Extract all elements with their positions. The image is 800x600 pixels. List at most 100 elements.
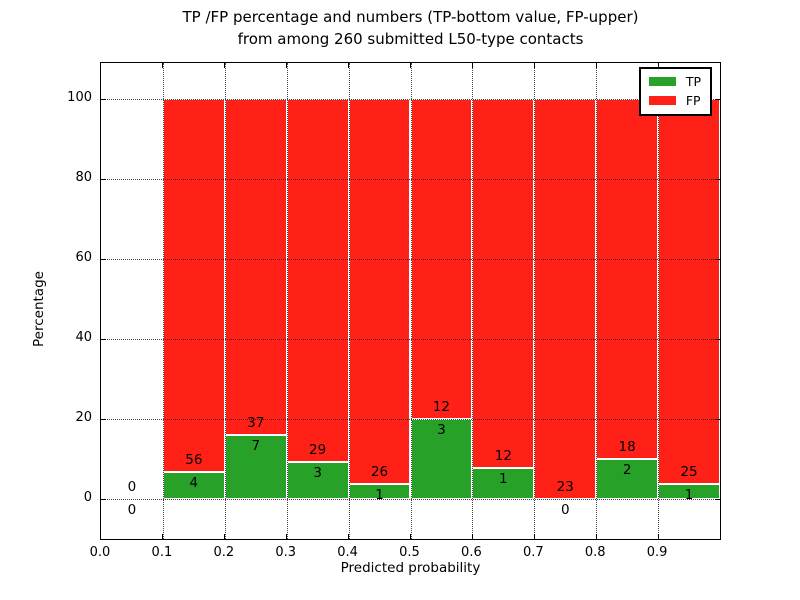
- tp-count-label: 2: [622, 462, 632, 478]
- plot-area: TP FP 0 0 56 4 37 7 29 3 26 1 12 3 12 1 23 0 18 2 25 1: [100, 62, 721, 540]
- x-tick-mark: [471, 534, 473, 539]
- fp-bar-segment: [162, 99, 225, 473]
- x-tick-label: 0.9: [646, 545, 668, 560]
- fp-bar-segment: [596, 99, 659, 459]
- vertical-gridline: [534, 63, 536, 539]
- chart-title-line2: from among 260 submitted L50-type contac…: [237, 29, 584, 48]
- fp-bar-segment: [348, 99, 411, 485]
- x-tick-mark: [595, 534, 597, 539]
- fp-count-label: 23: [556, 479, 574, 495]
- tp-count-label: 0: [560, 502, 570, 518]
- fp-count-label: 56: [185, 452, 203, 469]
- x-tick-mark-top: [533, 63, 535, 68]
- chart-title: TP /FP percentage and numbers (TP-bottom…: [100, 7, 721, 50]
- tp-count-label: 1: [375, 487, 384, 504]
- x-tick-mark: [657, 534, 659, 539]
- fp-count-label: 18: [618, 439, 636, 455]
- x-tick-mark-top: [286, 63, 288, 68]
- fp-count-label: 37: [247, 415, 265, 432]
- vertical-gridline: [286, 63, 288, 539]
- y-axis-label: Percentage: [31, 271, 47, 347]
- x-tick-mark-top: [657, 63, 659, 68]
- y-tick-mark: [101, 418, 106, 420]
- fp-bar-segment: [534, 99, 597, 499]
- tp-count-label: 3: [437, 422, 446, 438]
- vertical-gridline: [472, 63, 474, 539]
- x-tick-label: 0.3: [275, 545, 297, 560]
- y-tick-label: 80: [75, 170, 92, 185]
- y-tick-mark-right: [715, 338, 720, 340]
- x-tick-mark-top: [348, 63, 350, 68]
- y-tick-label: 100: [67, 90, 92, 105]
- fp-count-label: 12: [494, 448, 512, 465]
- y-tick-mark-right: [715, 178, 720, 180]
- fp-count-label: 25: [680, 463, 698, 480]
- vertical-gridline: [162, 63, 164, 539]
- x-tick-mark: [224, 534, 226, 539]
- x-tick-mark: [533, 534, 535, 539]
- x-tick-label: 0.0: [89, 545, 111, 560]
- x-tick-label: 0.2: [213, 545, 235, 560]
- y-tick-label: 60: [75, 250, 92, 265]
- x-tick-label: 0.8: [584, 545, 606, 560]
- tp-count-label: 0: [127, 502, 137, 518]
- x-tick-mark: [348, 534, 350, 539]
- vertical-gridline: [224, 63, 226, 539]
- tp-count-label: 4: [189, 475, 199, 492]
- tp-bar-segment: [596, 459, 659, 499]
- fp-count-label: 12: [432, 399, 451, 415]
- x-tick-mark-top: [224, 63, 226, 68]
- fp-legend-swatch: [648, 96, 676, 105]
- fp-count-label: 26: [370, 464, 389, 481]
- x-tick-mark-top: [471, 63, 473, 68]
- y-tick-mark-right: [715, 418, 720, 420]
- y-tick-label: 20: [75, 410, 92, 425]
- x-tick-label: 0.1: [151, 545, 173, 560]
- legend-item-tp: TP: [648, 74, 701, 89]
- fp-legend-label: FP: [685, 93, 701, 108]
- legend: TP FP: [638, 67, 712, 116]
- y-tick-label: 40: [75, 330, 92, 345]
- vertical-gridline: [596, 63, 598, 539]
- vertical-gridline: [410, 63, 412, 539]
- y-tick-mark: [101, 98, 106, 100]
- vertical-gridline: [348, 63, 350, 539]
- tp-legend-label: TP: [685, 74, 701, 89]
- x-tick-mark: [162, 534, 164, 539]
- y-tick-mark: [101, 498, 106, 500]
- tp-count-label: 1: [499, 471, 508, 488]
- legend-item-fp: FP: [648, 93, 701, 108]
- x-axis-label: Predicted probability: [340, 560, 481, 576]
- y-tick-mark: [101, 258, 106, 260]
- x-tick-label: 0.5: [399, 545, 420, 560]
- y-tick-mark: [101, 178, 106, 180]
- tp-bar-segment: [162, 472, 225, 499]
- vertical-gridline: [658, 63, 660, 539]
- tp-count-label: 1: [684, 486, 694, 503]
- y-tick-mark: [101, 338, 106, 340]
- y-tick-label: 0: [83, 490, 92, 505]
- fp-bar-segment: [658, 99, 720, 484]
- tp-bar-segment: [224, 435, 287, 499]
- tp-legend-swatch: [648, 77, 676, 86]
- x-tick-mark-top: [410, 63, 411, 68]
- chart-title-line1: TP /FP percentage and numbers (TP-bottom…: [182, 8, 639, 26]
- x-tick-mark: [286, 534, 288, 539]
- x-tick-mark: [410, 534, 411, 539]
- x-tick-mark-top: [595, 63, 597, 68]
- x-tick-label: 0.4: [337, 545, 358, 560]
- tp-count-label: 3: [313, 464, 322, 481]
- x-tick-label: 0.6: [461, 545, 482, 560]
- tp-count-label: 7: [251, 438, 261, 455]
- x-tick-mark-top: [162, 63, 164, 68]
- fp-bar-segment: [286, 99, 349, 462]
- fp-bar-segment: [472, 99, 535, 469]
- y-tick-mark-right: [715, 98, 720, 100]
- fp-count-label: 29: [309, 441, 327, 458]
- y-tick-mark-right: [715, 258, 720, 260]
- fp-bar-segment: [224, 99, 287, 436]
- y-tick-mark-right: [715, 498, 720, 500]
- x-tick-label: 0.7: [522, 545, 544, 560]
- fp-count-label: 0: [127, 479, 137, 495]
